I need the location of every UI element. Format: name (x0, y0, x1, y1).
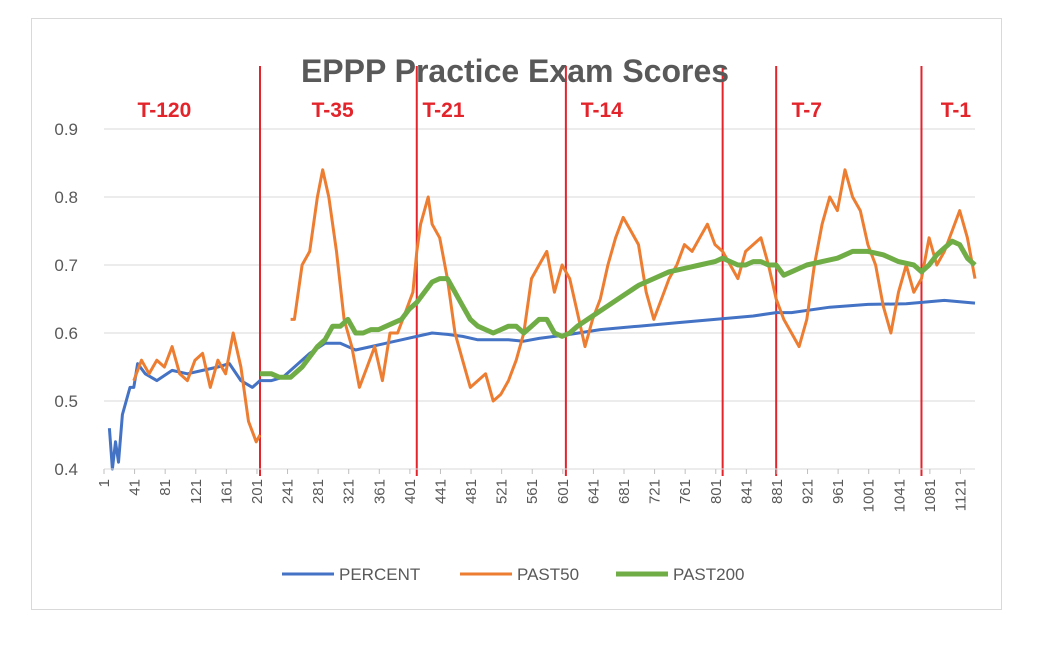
time-marker-label: T-1 (941, 99, 972, 122)
chart-title: EPPP Practice Exam Scores (301, 53, 729, 89)
x-tick-label: 161 (218, 479, 235, 504)
time-marker-label: T-14 (581, 99, 623, 122)
series-layer (107, 168, 977, 471)
x-tick-label: 121 (188, 479, 205, 504)
x-tick-label: 721 (647, 479, 664, 504)
legend-label: PAST50 (517, 565, 579, 584)
y-tick-label: 0.4 (54, 460, 78, 479)
x-tick-label: 241 (280, 479, 297, 504)
x-tick-label: 881 (769, 479, 786, 504)
x-tick-label: 561 (524, 479, 541, 504)
series-line-past50 (290, 168, 977, 403)
x-tick-label: 841 (738, 479, 755, 504)
x-tick-label: 801 (708, 479, 725, 504)
series-line-percent (107, 298, 976, 471)
x-tick-label: 521 (494, 479, 511, 504)
x-tick-label: 961 (830, 479, 847, 504)
x-tick-label: 361 (371, 479, 388, 504)
x-tick-label: 921 (800, 479, 817, 504)
x-tick-label: 441 (432, 479, 449, 504)
y-tick-label: 0.8 (54, 188, 78, 207)
x-tick-label: 401 (402, 479, 419, 504)
legend-label: PAST200 (673, 565, 745, 584)
legend-label: PERCENT (339, 565, 420, 584)
time-marker-label: T-21 (423, 99, 465, 122)
grid-layer (104, 128, 975, 402)
x-tick-label: 1081 (922, 479, 939, 512)
x-tick-label: 601 (555, 479, 572, 504)
y-tick-label: 0.6 (54, 324, 78, 343)
x-tick-label: 1121 (952, 479, 969, 511)
time-marker-label: T-7 (792, 99, 822, 122)
chart-frame (31, 18, 1002, 610)
x-tick-label: 201 (249, 479, 266, 504)
x-tick-label: 481 (463, 479, 480, 504)
series-line-past50 (132, 331, 262, 444)
x-tick-label: 761 (677, 479, 694, 504)
y-tick-label: 0.9 (54, 120, 78, 139)
x-tick-label: 1001 (861, 479, 878, 512)
axis-layer: 0.4 0.5 0.6 0.7 0.8 0.9 1 41 81 121 161 201 241 281 32… (54, 120, 975, 512)
marker-layer: T-120 T-35 T-21 T-14 T-7 T-1 (138, 66, 972, 476)
x-tick-label: 81 (157, 479, 174, 496)
time-marker-label: T-35 (312, 99, 354, 122)
time-marker-label: T-120 (138, 99, 192, 122)
x-tick-label: 641 (585, 479, 602, 504)
x-tick-label: 281 (310, 479, 327, 504)
x-tick-label: 1 (96, 479, 113, 487)
x-tick-label: 321 (341, 479, 358, 504)
x-tick-label: 681 (616, 479, 633, 504)
y-tick-label: 0.7 (54, 256, 78, 275)
legend: PERCENT PAST50 PAST200 (282, 565, 745, 584)
x-tick-label: 41 (127, 479, 144, 496)
x-tick-label: 1041 (891, 479, 908, 512)
series-line-past200 (260, 238, 977, 380)
y-tick-label: 0.5 (54, 392, 78, 411)
